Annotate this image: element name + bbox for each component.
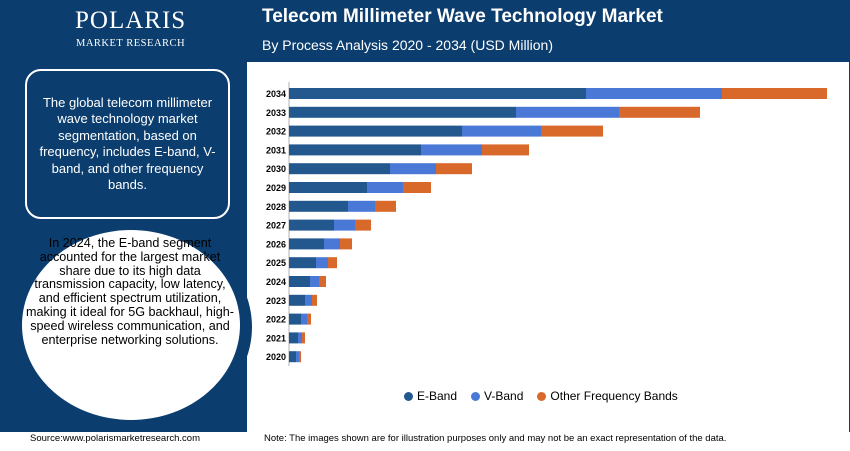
bar-segment-vband [310, 276, 319, 287]
summary-box: The global telecom millimeter wave techn… [25, 69, 230, 219]
bar-segment-other [302, 332, 305, 344]
y-tick-label: 2033 [266, 108, 286, 118]
bar-segment-other [340, 238, 352, 250]
bar-segment-other [619, 106, 700, 118]
bar-segment-other [722, 88, 827, 99]
footer [0, 432, 850, 451]
bar-segment-eband [289, 238, 324, 250]
bar-segment-other [312, 294, 317, 306]
legend-swatch-vband [471, 391, 481, 401]
source-text: Source:www.polarismarketresearch.com [30, 433, 201, 444]
bar-segment-eband [289, 351, 296, 363]
y-tick-label: 2032 [266, 127, 286, 137]
y-tick-label: 2029 [266, 183, 286, 193]
legend-item-vband: V-Band [471, 389, 523, 403]
legend-label-other: Other Frequency Bands [550, 389, 678, 403]
highlight-circle-inner [22, 230, 240, 420]
legend-label-vband: V-Band [484, 389, 524, 403]
bar-segment-eband [289, 313, 301, 325]
bar-segment-eband [289, 276, 310, 287]
y-tick-label: 2023 [266, 296, 286, 306]
bar-segment-other [436, 163, 472, 175]
bar-segment-eband [289, 200, 348, 212]
bar-segment-other [328, 257, 337, 269]
bar-segment-vband [348, 200, 375, 212]
stacked-bar-chart: 2034 2033 2032 2031 2030 2029 2028 2027 2026 2025… [266, 82, 827, 366]
highlight-text: In 2024, the E-band segment accounted fo… [26, 236, 234, 347]
bar-segment-eband [289, 88, 586, 99]
bar-segment-vband [462, 125, 541, 137]
legend-swatch-eband [404, 391, 413, 401]
bar-segment-eband [289, 182, 367, 193]
bar-segment-vband [516, 106, 619, 118]
chart-subtitle: By Process Analysis 2020 - 2034 (USD Mil… [262, 37, 554, 53]
bar-segment-other [299, 351, 301, 363]
y-tick-label: 2031 [266, 145, 286, 155]
y-tick-label: 2021 [266, 333, 286, 343]
bar-segment-vband [390, 163, 436, 175]
legend-label-eband: E-Band [417, 389, 458, 403]
y-tick-label: 2024 [266, 277, 286, 287]
bar-segment-vband [586, 88, 722, 99]
y-tick-label: 2027 [266, 221, 286, 231]
bar-segment-vband [334, 219, 355, 231]
bar-segment-other [307, 313, 311, 325]
bar-segment-eband [289, 163, 390, 175]
bar-segment-eband [289, 106, 516, 118]
legend-item-other: Other Frequency Bands [537, 389, 678, 403]
bar-segment-other [403, 182, 431, 193]
bar-segment-other [355, 219, 371, 231]
bar-segment-vband [324, 238, 340, 250]
brand-name: POLARIS [75, 7, 187, 34]
summary-text: The global telecom millimeter wave techn… [39, 94, 216, 193]
bar-segment-vband [301, 313, 307, 325]
bar-segment-eband [289, 294, 305, 306]
brand-tagline: MARKET RESEARCH [76, 38, 186, 49]
bar-segment-eband [289, 125, 462, 137]
bar-segment-eband [289, 219, 334, 231]
disclaimer-note: Note: The images shown are for illustrat… [264, 433, 727, 444]
chart-title: Telecom Millimeter Wave Technology Marke… [262, 6, 663, 27]
bar-segment-eband [289, 257, 316, 269]
bar-segment-vband [305, 294, 312, 306]
bar-segment-other [319, 276, 326, 287]
y-tick-label: 2026 [266, 239, 286, 249]
bar-segment-vband [367, 182, 403, 193]
y-tick-label: 2028 [266, 202, 286, 212]
bar-segment-vband [296, 351, 299, 363]
y-tick-label: 2034 [266, 89, 286, 99]
legend-swatch-other [537, 391, 547, 401]
bar-segment-eband [289, 332, 298, 344]
y-tick-label: 2020 [266, 352, 286, 362]
bar-segment-vband [316, 257, 328, 269]
chart-legend: E-Band V-Band Other Frequency Bands [404, 389, 678, 403]
bar-segment-other [541, 125, 603, 137]
bar-segment-vband [298, 332, 302, 344]
header-band [0, 0, 850, 62]
y-tick-label: 2022 [266, 315, 286, 325]
bar-segment-eband [289, 144, 421, 156]
bar-segment-other [375, 200, 396, 212]
legend-item-eband: E-Band [404, 389, 457, 403]
bar-segment-other [482, 144, 529, 156]
y-tick-label: 2025 [266, 258, 286, 268]
y-tick-label: 2030 [266, 164, 286, 174]
bar-segment-vband [421, 144, 482, 156]
